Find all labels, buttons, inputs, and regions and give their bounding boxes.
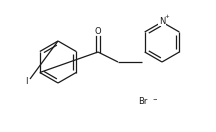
Text: Br: Br — [138, 98, 147, 107]
Text: N: N — [159, 18, 165, 27]
Text: +: + — [165, 15, 169, 20]
Text: I: I — [25, 77, 27, 86]
Bar — [158, 18, 166, 26]
Text: O: O — [95, 27, 101, 37]
Text: −: − — [152, 96, 157, 102]
